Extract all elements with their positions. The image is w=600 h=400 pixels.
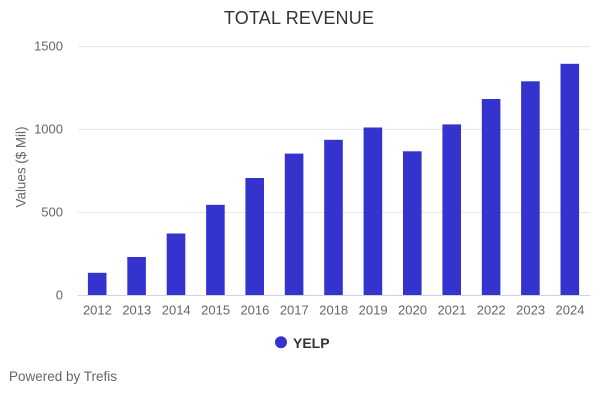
- svg-text:2014: 2014: [162, 303, 191, 318]
- svg-text:2020: 2020: [398, 303, 427, 318]
- svg-text:1500: 1500: [34, 39, 63, 54]
- svg-text:2021: 2021: [437, 303, 466, 318]
- svg-text:Powered by Trefis: Powered by Trefis: [9, 369, 117, 384]
- svg-text:500: 500: [41, 205, 63, 220]
- svg-text:2013: 2013: [122, 303, 151, 318]
- svg-text:2019: 2019: [359, 303, 388, 318]
- svg-text:2023: 2023: [516, 303, 545, 318]
- svg-text:2012: 2012: [83, 303, 112, 318]
- svg-text:2016: 2016: [240, 303, 269, 318]
- svg-text:TOTAL REVENUE: TOTAL REVENUE: [224, 8, 374, 28]
- svg-text:2024: 2024: [556, 303, 585, 318]
- svg-text:2015: 2015: [201, 303, 230, 318]
- svg-text:YELP: YELP: [293, 335, 330, 351]
- svg-text:2022: 2022: [477, 303, 506, 318]
- svg-text:2017: 2017: [280, 303, 309, 318]
- svg-text:Values ($ Mil): Values ($ Mil): [13, 127, 28, 208]
- svg-text:2018: 2018: [319, 303, 348, 318]
- svg-text:1000: 1000: [34, 122, 63, 137]
- svg-text:0: 0: [56, 288, 63, 303]
